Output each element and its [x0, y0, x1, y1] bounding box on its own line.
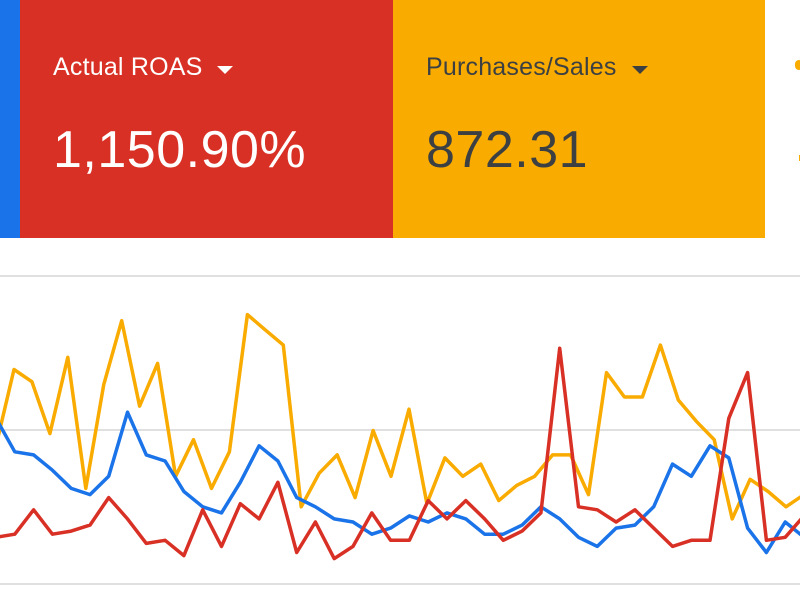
caret-down-icon[interactable] — [631, 65, 648, 74]
clipped-glyph — [795, 60, 800, 70]
metric-label: Purchases/Sales — [426, 53, 617, 81]
metric-label: Actual ROAS — [53, 53, 203, 81]
line-chart-svg — [0, 275, 800, 585]
series-line-1[interactable] — [0, 410, 800, 555]
metric-selector[interactable]: Purchases/Sales — [426, 53, 648, 82]
scorecard-actual-roas[interactable]: Actual ROAS 1,150.90% — [20, 0, 393, 238]
metric-value: 872.31 — [426, 121, 589, 179]
series-line-0[interactable] — [0, 312, 800, 521]
performance-chart[interactable] — [0, 238, 800, 599]
scorecard-purchases-sales[interactable]: Purchases/Sales 872.31 — [393, 0, 765, 238]
metric-value: 1,150.90% — [53, 121, 307, 179]
scorecard-clipped-blue[interactable] — [0, 0, 20, 238]
metric-selector[interactable]: Actual ROAS — [53, 53, 234, 82]
series-line-2[interactable] — [0, 346, 800, 561]
scorecard-row: Actual ROAS 1,150.90% Purchases/Sales 87… — [0, 0, 800, 238]
caret-down-icon[interactable] — [217, 65, 234, 74]
scorecard-clipped-white[interactable] — [765, 0, 800, 238]
